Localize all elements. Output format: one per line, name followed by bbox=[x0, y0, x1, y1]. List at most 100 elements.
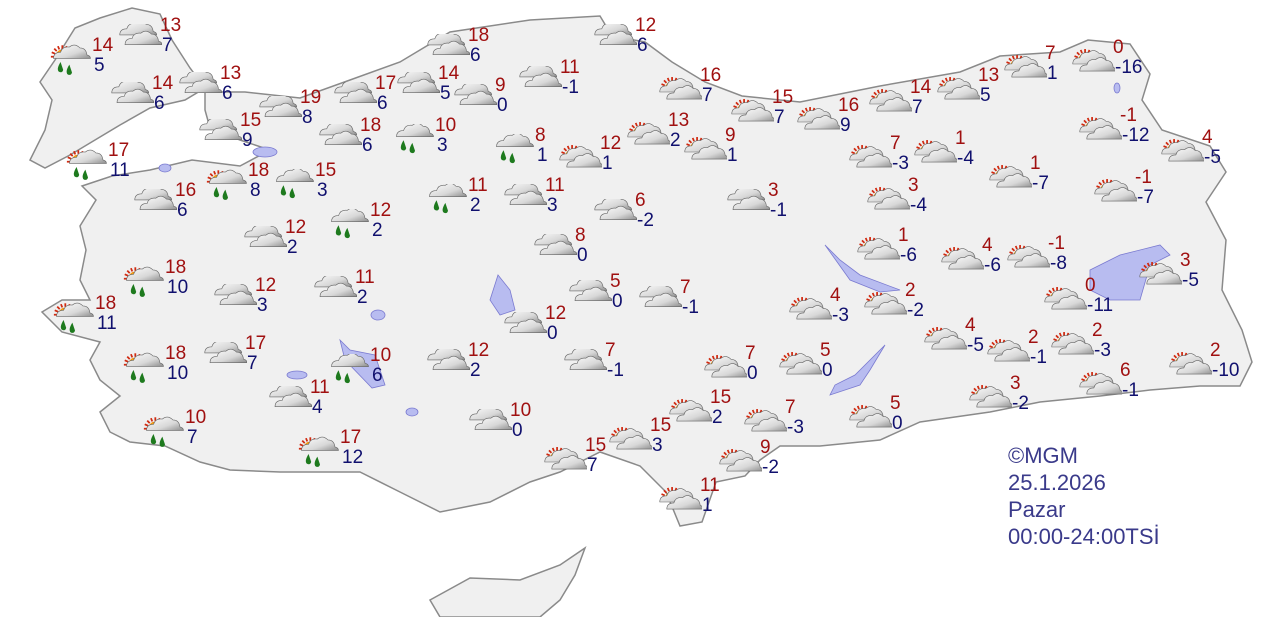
weather-station: 4 -6 bbox=[940, 236, 1010, 284]
min-temp: -16 bbox=[1115, 57, 1143, 78]
max-temp: 16 bbox=[700, 65, 722, 86]
max-temp: 11 bbox=[700, 475, 720, 496]
min-temp: 0 bbox=[577, 245, 588, 266]
copyright-label: ©MGM bbox=[1008, 443, 1078, 468]
max-temp: 18 bbox=[468, 25, 490, 46]
min-temp: 8 bbox=[302, 107, 313, 128]
max-temp: 5 bbox=[610, 271, 621, 292]
max-temp: 3 bbox=[1010, 373, 1021, 394]
min-temp: 6 bbox=[177, 200, 188, 221]
max-temp: 6 bbox=[635, 190, 646, 211]
max-temp: 4 bbox=[830, 285, 841, 306]
max-temp: 1 bbox=[898, 225, 909, 246]
weather-station: 16 6 bbox=[133, 181, 203, 229]
weather-station: 2 -2 bbox=[863, 281, 933, 329]
weather-station: 2 -3 bbox=[1050, 321, 1120, 369]
min-temp: 6 bbox=[222, 83, 233, 104]
weather-station: 6 -1 bbox=[1078, 361, 1148, 409]
min-temp: 3 bbox=[257, 295, 268, 316]
min-temp: 7 bbox=[162, 35, 173, 56]
max-temp: 14 bbox=[910, 77, 932, 98]
max-temp: -1 bbox=[1120, 105, 1137, 126]
max-temp: 7 bbox=[785, 397, 796, 418]
min-temp: 1 bbox=[602, 153, 613, 174]
max-temp: 11 bbox=[355, 267, 375, 288]
min-temp: 0 bbox=[747, 363, 758, 384]
max-temp: 15 bbox=[315, 160, 337, 181]
weather-station: 10 6 bbox=[328, 346, 398, 394]
min-temp: -5 bbox=[1182, 270, 1199, 291]
max-temp: -1 bbox=[1135, 167, 1152, 188]
day-label: Pazar bbox=[1008, 497, 1066, 522]
weather-station: 1 -4 bbox=[913, 129, 983, 177]
weather-station: 3 -4 bbox=[866, 176, 936, 224]
weather-station: 18 6 bbox=[426, 26, 496, 74]
weather-station: 11 4 bbox=[268, 378, 338, 426]
min-temp: 2 bbox=[670, 130, 681, 151]
max-temp: 3 bbox=[1180, 250, 1191, 271]
min-temp: 0 bbox=[892, 413, 903, 434]
min-temp: -1 bbox=[682, 297, 699, 318]
weather-station: 7 1 bbox=[1003, 44, 1073, 92]
max-temp: 2 bbox=[1092, 320, 1103, 341]
max-temp: 9 bbox=[760, 437, 771, 458]
min-temp: 0 bbox=[612, 291, 623, 312]
min-temp: 5 bbox=[980, 85, 991, 106]
max-temp: 10 bbox=[370, 345, 392, 366]
min-temp: -12 bbox=[1122, 125, 1150, 146]
weather-station: 14 5 bbox=[50, 36, 120, 84]
weather-station: 11 1 bbox=[658, 476, 728, 524]
max-temp: 18 bbox=[165, 257, 187, 278]
min-temp: 2 bbox=[470, 360, 481, 381]
weather-station: 2 -10 bbox=[1168, 341, 1239, 389]
weather-station: 1 -6 bbox=[856, 226, 926, 274]
weather-station: 9 -2 bbox=[718, 438, 788, 486]
min-temp: 2 bbox=[372, 220, 383, 241]
weather-station: 5 0 bbox=[848, 394, 918, 442]
max-temp: 8 bbox=[535, 125, 546, 146]
weather-station: 11 3 bbox=[503, 176, 573, 224]
min-temp: 7 bbox=[912, 97, 923, 118]
max-temp: 14 bbox=[438, 63, 460, 84]
max-temp: 17 bbox=[375, 73, 397, 94]
max-temp: 15 bbox=[772, 87, 794, 108]
min-temp: -7 bbox=[1137, 187, 1154, 208]
weather-station: 18 8 bbox=[206, 161, 276, 209]
min-temp: 1 bbox=[702, 495, 713, 516]
max-temp: 18 bbox=[360, 115, 382, 136]
max-temp: 13 bbox=[978, 65, 1000, 86]
max-temp: 18 bbox=[165, 343, 187, 364]
max-temp: 15 bbox=[240, 110, 262, 131]
min-temp: 0 bbox=[497, 95, 508, 116]
weather-station: -1 -7 bbox=[1093, 168, 1163, 216]
max-temp: 5 bbox=[820, 340, 831, 361]
max-temp: 12 bbox=[600, 133, 622, 154]
weather-station: 8 1 bbox=[493, 126, 563, 174]
min-temp: 7 bbox=[774, 107, 785, 128]
max-temp: 7 bbox=[890, 133, 901, 154]
weather-station: 17 7 bbox=[203, 334, 273, 382]
weather-station: 2 -1 bbox=[986, 328, 1056, 376]
max-temp: 16 bbox=[838, 95, 860, 116]
min-temp: 0 bbox=[512, 420, 523, 441]
lakes bbox=[158, 82, 1171, 417]
weather-station: 14 6 bbox=[110, 74, 180, 122]
max-temp: 7 bbox=[1045, 43, 1056, 64]
max-temp: 18 bbox=[248, 160, 270, 181]
max-temp: 17 bbox=[340, 427, 362, 448]
weather-station: 19 8 bbox=[258, 88, 328, 136]
min-temp: 3 bbox=[547, 195, 558, 216]
max-temp: 13 bbox=[160, 15, 182, 36]
min-temp: 5 bbox=[440, 83, 451, 104]
weather-station: 7 -3 bbox=[848, 134, 918, 182]
max-temp: 2 bbox=[1210, 340, 1221, 361]
weather-station: 10 0 bbox=[468, 401, 538, 449]
weather-station: 8 0 bbox=[533, 226, 603, 274]
weather-station: 9 1 bbox=[683, 126, 753, 174]
weather-station: 10 3 bbox=[393, 116, 463, 164]
date-label: 25.1.2026 bbox=[1008, 470, 1106, 495]
weather-station: 14 5 bbox=[396, 64, 466, 112]
max-temp: 9 bbox=[495, 75, 506, 96]
weather-station: 7 -1 bbox=[638, 278, 708, 326]
min-temp: -6 bbox=[984, 255, 1001, 276]
